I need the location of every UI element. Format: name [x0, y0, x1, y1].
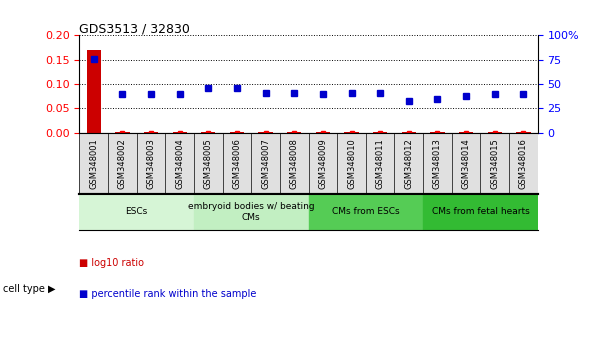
Bar [201, 132, 216, 133]
Text: GSM348009: GSM348009 [318, 138, 327, 189]
Text: ESCs: ESCs [126, 207, 148, 216]
Text: ■ percentile rank within the sample: ■ percentile rank within the sample [79, 289, 257, 298]
Bar [258, 132, 273, 133]
Text: GDS3513 / 32830: GDS3513 / 32830 [79, 22, 190, 35]
Text: GSM348015: GSM348015 [490, 138, 499, 189]
Bar [430, 132, 445, 133]
Text: GSM348011: GSM348011 [376, 138, 385, 189]
Text: GSM348005: GSM348005 [204, 138, 213, 189]
Text: CMs from fetal hearts: CMs from fetal hearts [431, 207, 529, 216]
Bar [488, 132, 502, 133]
Text: embryoid bodies w/ beating
CMs: embryoid bodies w/ beating CMs [188, 202, 315, 222]
Bar [144, 132, 158, 133]
Text: GSM348010: GSM348010 [347, 138, 356, 189]
Text: GSM348016: GSM348016 [519, 138, 528, 189]
Text: GSM348013: GSM348013 [433, 138, 442, 189]
Bar [373, 132, 387, 133]
Bar [316, 132, 330, 133]
Text: ■ log10 ratio: ■ log10 ratio [79, 258, 144, 268]
Bar [287, 132, 301, 133]
Text: GSM348006: GSM348006 [232, 138, 241, 189]
Bar [172, 132, 187, 133]
Bar [516, 132, 530, 133]
Text: GSM348001: GSM348001 [89, 138, 98, 189]
Text: GSM348002: GSM348002 [118, 138, 127, 189]
Text: GSM348012: GSM348012 [404, 138, 413, 189]
Bar [423, 194, 538, 230]
Text: GSM348008: GSM348008 [290, 138, 299, 189]
Bar [79, 194, 194, 230]
Bar [459, 132, 474, 133]
Bar [87, 50, 101, 133]
Text: GSM348007: GSM348007 [261, 138, 270, 189]
Bar [115, 132, 130, 133]
Bar [194, 194, 309, 230]
Text: GSM348014: GSM348014 [461, 138, 470, 189]
Text: cell type ▶: cell type ▶ [3, 284, 56, 293]
Bar [309, 194, 423, 230]
Bar [345, 132, 359, 133]
Bar [230, 132, 244, 133]
Text: GSM348004: GSM348004 [175, 138, 184, 189]
Text: GSM348003: GSM348003 [147, 138, 156, 189]
Text: CMs from ESCs: CMs from ESCs [332, 207, 400, 216]
Bar [401, 132, 416, 133]
